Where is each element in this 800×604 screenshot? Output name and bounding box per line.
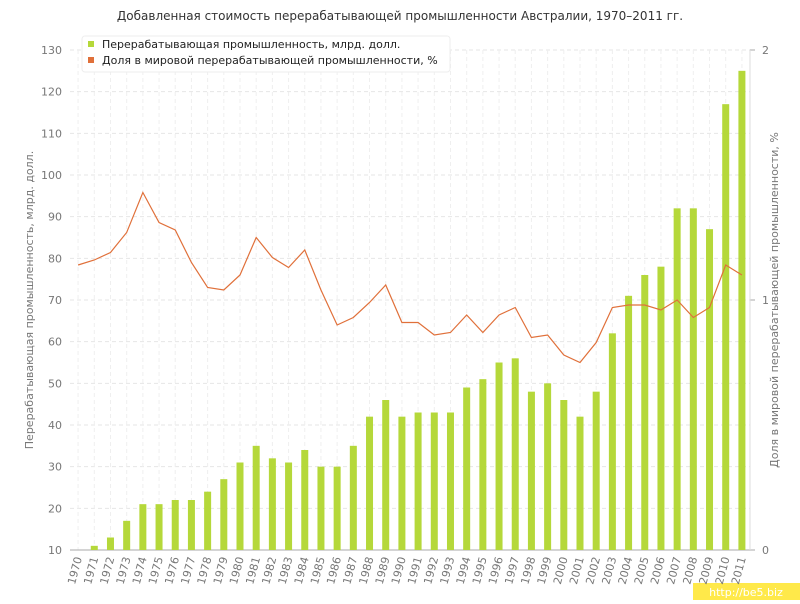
y-tick-label: 100 (41, 169, 62, 182)
y2-tick-label: 2 (762, 44, 769, 57)
y-tick-label: 70 (48, 294, 62, 307)
bar (463, 387, 471, 550)
bar (155, 504, 163, 550)
y-tick-label: 10 (48, 544, 62, 557)
y2-axis-label: Доля в мировой перерабатывающей промышле… (768, 132, 781, 468)
bar (414, 412, 422, 550)
y-tick-label: 90 (48, 211, 62, 224)
bar (625, 295, 633, 550)
bar (398, 416, 406, 550)
bar (366, 416, 374, 550)
y-axis-label: Перерабатывающая промышленность, млрд. д… (23, 151, 36, 449)
bar (511, 358, 519, 550)
bar (106, 537, 114, 550)
legend-bg (81, 35, 451, 73)
bar (738, 70, 746, 550)
bar (204, 491, 212, 550)
bar (560, 400, 568, 550)
y-tick-label: 120 (41, 86, 62, 99)
y2-tick-label: 0 (762, 544, 769, 557)
bar (592, 391, 600, 550)
bar (333, 466, 341, 550)
bar (430, 412, 438, 550)
bar (544, 383, 552, 550)
y-tick-label: 30 (48, 461, 62, 474)
bar (349, 445, 357, 550)
legend-label: Доля в мировой перерабатывающей промышле… (102, 54, 438, 67)
bar (268, 458, 276, 550)
chart-title: Добавленная стоимость перерабатывающей п… (117, 9, 683, 23)
bar (608, 333, 616, 550)
bar (187, 500, 195, 550)
bar (90, 545, 98, 550)
bar (657, 266, 665, 550)
watermark: http://be5.biz (709, 586, 783, 599)
bar (236, 462, 244, 550)
y-tick-label: 130 (41, 44, 62, 57)
bar (123, 520, 131, 550)
y-tick-label: 20 (48, 502, 62, 515)
bar (252, 445, 260, 550)
bar (285, 462, 293, 550)
bar (220, 479, 228, 550)
bar (446, 412, 454, 550)
bar (689, 208, 697, 551)
y-tick-label: 110 (41, 127, 62, 140)
bar (722, 104, 730, 551)
watermark-bg (693, 583, 800, 600)
bar (382, 400, 390, 550)
y-tick-label: 60 (48, 336, 62, 349)
bar (139, 504, 147, 550)
y-tick-label: 40 (48, 419, 62, 432)
bar (576, 416, 584, 550)
bar (706, 229, 714, 550)
bar (479, 379, 487, 550)
bar (171, 500, 179, 550)
legend-label: Перерабатывающая промышленность, млрд. д… (102, 38, 400, 51)
y2-tick-label: 1 (762, 294, 769, 307)
legend-swatch (88, 57, 94, 63)
y-tick-label: 50 (48, 377, 62, 390)
y-tick-label: 80 (48, 252, 62, 265)
bar (673, 208, 681, 551)
legend-swatch (88, 41, 94, 47)
bar (301, 450, 309, 550)
line (77, 191, 743, 364)
bar (495, 362, 503, 550)
bar (527, 391, 535, 550)
bar (641, 275, 649, 550)
bar (317, 466, 325, 550)
